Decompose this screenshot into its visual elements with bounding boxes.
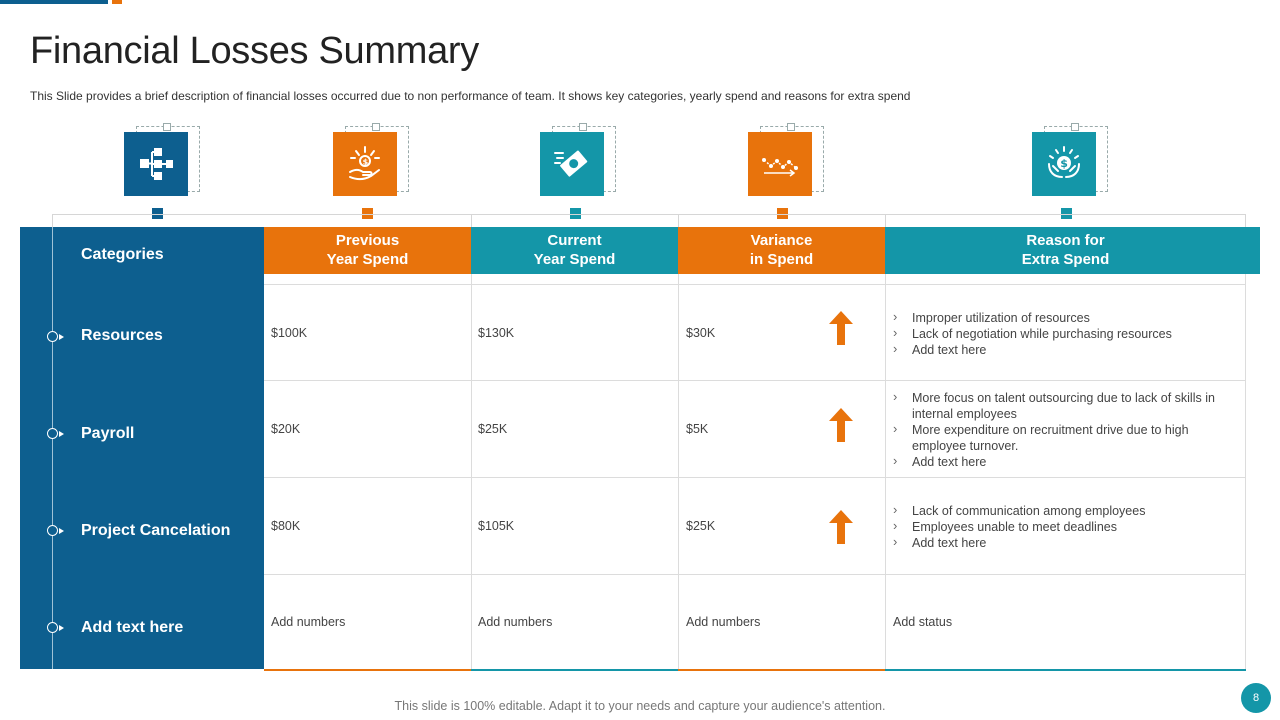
cell-variance: $25K	[686, 519, 716, 533]
connector-dot	[570, 208, 581, 219]
connector-dot	[152, 208, 163, 219]
timeline-marker	[47, 428, 64, 439]
top-accent-blue	[0, 0, 108, 4]
category-label: Resources	[81, 327, 163, 344]
page-title: Financial Losses Summary	[30, 30, 479, 72]
top-accent-orange	[112, 0, 122, 4]
reason-item: Add text here	[893, 341, 1243, 358]
reason-item: More expenditure on recruitment drive du…	[893, 421, 1243, 454]
svg-text:$: $	[363, 158, 369, 167]
timeline-marker	[47, 525, 64, 536]
dollar-hands-icon: $	[1032, 132, 1096, 196]
svg-text:$: $	[1060, 157, 1068, 170]
page-number: 8	[1241, 683, 1271, 713]
reason-item: Add text here	[893, 534, 1243, 551]
icon-tile-previous: $	[333, 123, 409, 198]
cell-current: $130K	[478, 326, 515, 340]
line-trend-icon	[748, 132, 812, 196]
up-arrow-icon	[829, 311, 853, 345]
reason-list: More focus on talent outsourcing due to …	[893, 389, 1243, 470]
money-hand-icon: $	[333, 132, 397, 196]
cell-previous: $80K	[271, 519, 301, 533]
cell-previous: $100K	[271, 326, 308, 340]
categories-panel	[20, 227, 264, 669]
icon-tile-reason: $	[1032, 123, 1108, 198]
reason-list: Lack of communication among employees Em…	[893, 502, 1243, 551]
icon-tile-current	[540, 123, 616, 198]
cell-previous: Add numbers	[271, 615, 346, 629]
cell-current: Add numbers	[478, 615, 553, 629]
reason-item: Employees unable to meet deadlines	[893, 518, 1243, 535]
cell-variance: $30K	[686, 326, 716, 340]
hierarchy-icon	[124, 132, 188, 196]
cash-flow-icon	[540, 132, 604, 196]
up-arrow-icon	[829, 408, 853, 442]
reason-item: Add text here	[893, 453, 1243, 470]
reason-item: More focus on talent outsourcing due to …	[893, 389, 1243, 422]
icon-tile-categories	[124, 123, 200, 198]
header-previous-year-spend: Previous Year Spend	[264, 227, 471, 274]
connector-dot	[777, 208, 788, 219]
header-variance-in-spend: Variance in Spend	[678, 227, 885, 274]
table-frame-top	[52, 214, 1246, 215]
category-label: Project Cancelation	[81, 522, 231, 539]
header-current-year-spend: Current Year Spend	[471, 227, 678, 274]
timeline-marker	[47, 331, 64, 342]
connector-dot	[1061, 208, 1072, 219]
icon-tile-variance	[748, 123, 824, 198]
category-label: Add text here	[81, 619, 184, 636]
cell-previous: $20K	[271, 422, 301, 436]
timeline-line	[52, 227, 53, 669]
timeline-marker	[47, 622, 64, 633]
reason-item: Lack of communication among employees	[893, 502, 1243, 519]
page-subtitle: This Slide provides a brief description …	[30, 89, 911, 103]
cell-variance: $5K	[686, 422, 709, 436]
cell-variance: Add numbers	[686, 615, 761, 629]
footer-note: This slide is 100% editable. Adapt it to…	[394, 699, 886, 713]
cell-current: $105K	[478, 519, 515, 533]
reason-item: Improper utilization of resources	[893, 309, 1243, 326]
cell-status: Add status	[893, 615, 953, 629]
reason-item: Lack of negotiation while purchasing res…	[893, 325, 1243, 342]
header-reason-for-extra-spend: Reason for Extra Spend	[885, 227, 1246, 274]
category-label: Payroll	[81, 425, 135, 442]
cell-current: $25K	[478, 422, 508, 436]
categories-header: Categories	[81, 246, 164, 263]
reason-list: Improper utilization of resources Lack o…	[893, 309, 1243, 358]
connector-dot	[362, 208, 373, 219]
up-arrow-icon	[829, 510, 853, 544]
header-strip	[1246, 227, 1260, 274]
